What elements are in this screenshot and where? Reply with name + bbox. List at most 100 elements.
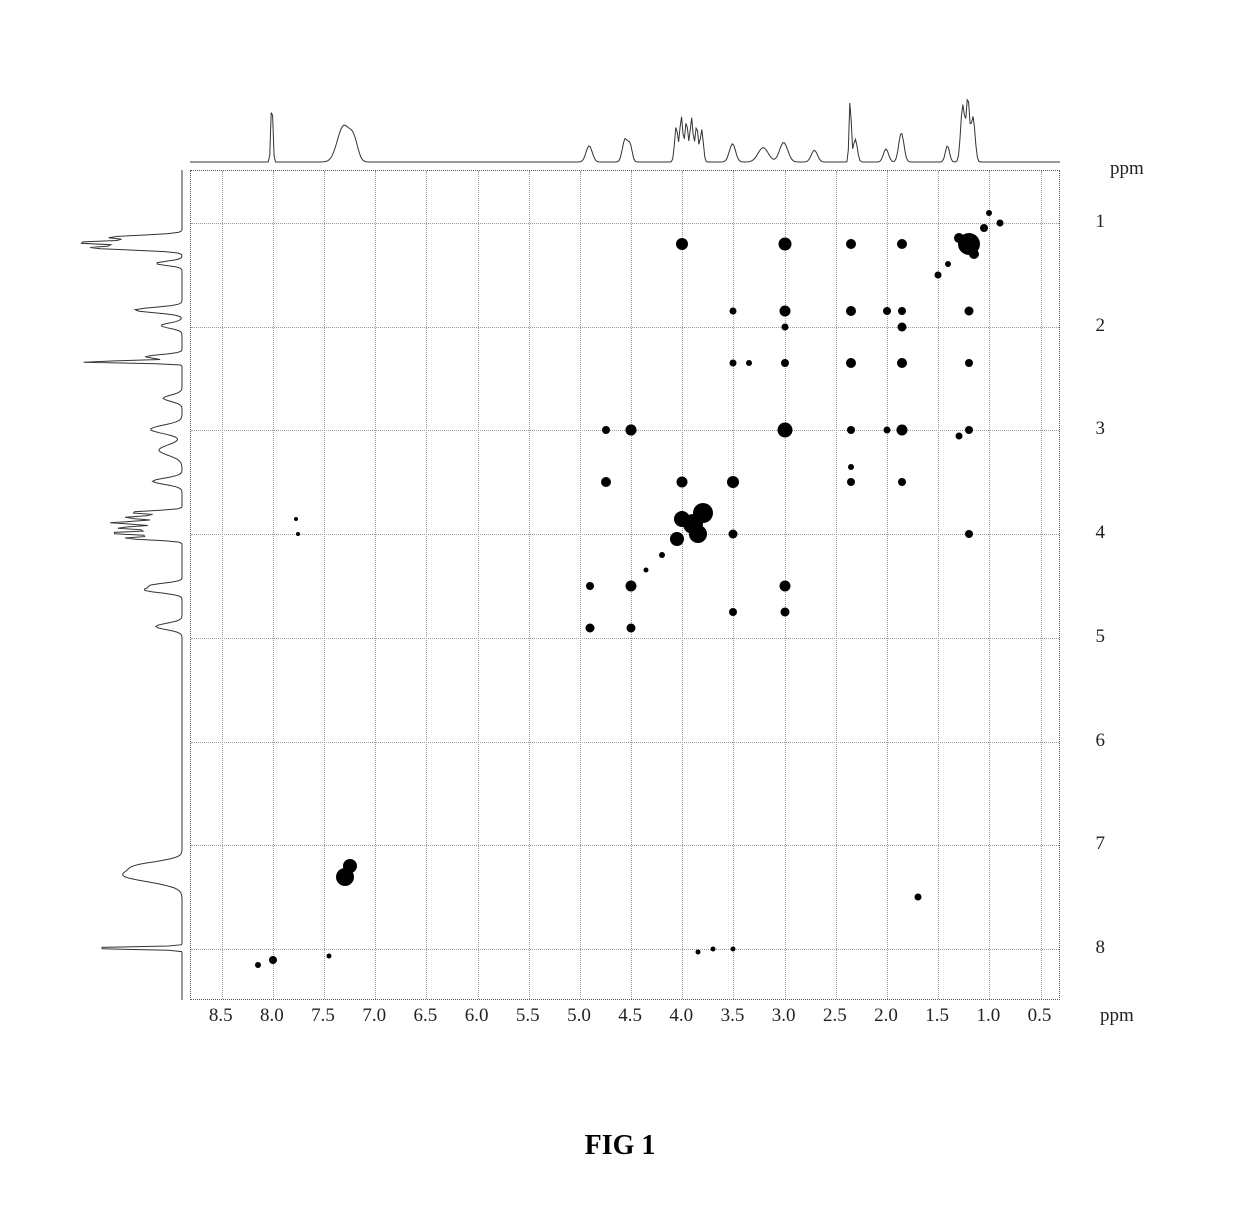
cross-peak [969, 249, 979, 259]
cross-peak [986, 210, 992, 216]
figure-caption: FIG 1 [0, 1130, 1240, 1162]
cross-peak [674, 511, 690, 527]
cross-peak [846, 358, 856, 368]
grid-line-vertical [989, 171, 990, 999]
cross-peak [897, 425, 908, 436]
x-tick-label: 7.0 [362, 1005, 386, 1027]
cross-peak [670, 532, 684, 546]
y-axis-unit-label: ppm [1110, 158, 1144, 180]
cross-peak [296, 532, 300, 536]
y-tick-label: 5 [1096, 626, 1106, 648]
x-tick-label: 1.5 [925, 1005, 949, 1027]
y-tick-label: 7 [1096, 833, 1106, 855]
x-tick-label: 2.0 [874, 1005, 898, 1027]
cross-peak [779, 306, 790, 317]
cross-peak [695, 950, 700, 955]
x-tick-label: 4.0 [669, 1005, 693, 1027]
cross-peak [847, 426, 855, 434]
grid-line-horizontal [191, 742, 1059, 743]
y-tick-label: 1 [1096, 211, 1106, 233]
cross-peak [898, 307, 906, 315]
grid-line-horizontal [191, 638, 1059, 639]
cross-peak [996, 219, 1003, 226]
cross-peak [727, 476, 739, 488]
cross-peak [955, 432, 962, 439]
cross-peak [586, 623, 595, 632]
cross-peak [779, 581, 790, 592]
top-1d-spectrum [190, 90, 1060, 170]
cross-peak [954, 233, 964, 243]
y-tick-label: 2 [1096, 315, 1106, 337]
cross-peak [846, 306, 856, 316]
grid-line-vertical [1041, 171, 1042, 999]
grid-line-horizontal [191, 949, 1059, 950]
cross-peak [777, 423, 792, 438]
y-tick-label: 3 [1096, 418, 1106, 440]
nmr-2d-chart: 8.58.07.57.06.56.05.55.04.54.03.53.02.52… [60, 60, 1180, 1120]
cross-peak [677, 477, 688, 488]
cross-peak [883, 307, 891, 315]
cross-peak [898, 322, 907, 331]
cross-peak [898, 478, 906, 486]
cross-peak [602, 426, 610, 434]
cross-peak [778, 237, 791, 250]
cross-peak [711, 947, 716, 952]
cross-peak [255, 962, 261, 968]
x-tick-label: 6.5 [414, 1005, 438, 1027]
cross-peak [945, 261, 951, 267]
x-axis-labels: 8.58.07.57.06.56.05.55.04.54.03.53.02.52… [190, 1005, 1060, 1035]
cross-peak [294, 517, 298, 521]
y-tick-label: 6 [1096, 730, 1106, 752]
cross-peak [781, 359, 789, 367]
cross-peak [746, 360, 752, 366]
cross-peak [601, 477, 611, 487]
cross-peak [269, 956, 277, 964]
x-tick-label: 3.5 [721, 1005, 745, 1027]
x-tick-label: 0.5 [1028, 1005, 1052, 1027]
grid-line-vertical [222, 171, 223, 999]
x-tick-label: 8.5 [209, 1005, 233, 1027]
x-tick-label: 8.0 [260, 1005, 284, 1027]
y-tick-label: 8 [1096, 937, 1106, 959]
grid-line-vertical [938, 171, 939, 999]
cross-peak [327, 954, 332, 959]
x-tick-label: 1.0 [976, 1005, 1000, 1027]
cross-peak [914, 894, 921, 901]
cross-peak [848, 464, 854, 470]
cross-peak [730, 359, 737, 366]
x-axis-unit-label: ppm [1100, 1005, 1134, 1027]
left-1d-spectrum [70, 170, 190, 1000]
grid-line-vertical [580, 171, 581, 999]
x-tick-label: 7.5 [311, 1005, 335, 1027]
grid-line-vertical [529, 171, 530, 999]
cross-peak [847, 478, 855, 486]
x-tick-label: 5.5 [516, 1005, 540, 1027]
grid-line-vertical [733, 171, 734, 999]
cross-peak [935, 271, 942, 278]
y-tick-label: 4 [1096, 522, 1106, 544]
cross-peak [626, 581, 637, 592]
plot-area [190, 170, 1060, 1000]
x-tick-label: 3.0 [772, 1005, 796, 1027]
x-tick-label: 4.5 [618, 1005, 642, 1027]
cross-peak [676, 238, 688, 250]
grid-line-horizontal [191, 327, 1059, 328]
grid-line-vertical [273, 171, 274, 999]
y-axis-labels: 1 2 3 4 5 6 7 8 [1065, 170, 1105, 1000]
cross-peak [343, 859, 357, 873]
grid-line-horizontal [191, 223, 1059, 224]
grid-line-vertical [426, 171, 427, 999]
cross-peak [626, 425, 637, 436]
x-tick-label: 2.5 [823, 1005, 847, 1027]
cross-peak [964, 307, 973, 316]
x-tick-label: 5.0 [567, 1005, 591, 1027]
cross-peak [897, 358, 907, 368]
cross-peak [884, 427, 891, 434]
cross-peak [729, 530, 738, 539]
cross-peak [781, 323, 788, 330]
cross-peak [644, 568, 649, 573]
grid-line-vertical [682, 171, 683, 999]
cross-peak [965, 359, 973, 367]
cross-peak [730, 308, 737, 315]
cross-peak [846, 239, 856, 249]
